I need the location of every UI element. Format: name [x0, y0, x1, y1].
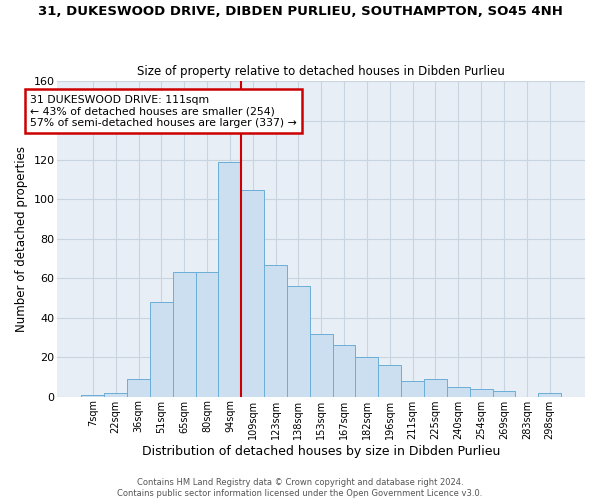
Bar: [218, 162, 241, 396]
Bar: [493, 390, 515, 396]
Bar: [287, 286, 310, 397]
Bar: [424, 379, 447, 396]
Bar: [196, 272, 218, 396]
Bar: [310, 334, 332, 396]
Bar: [355, 357, 379, 397]
Bar: [104, 392, 127, 396]
Bar: [241, 190, 264, 396]
Bar: [401, 381, 424, 396]
Text: Contains HM Land Registry data © Crown copyright and database right 2024.
Contai: Contains HM Land Registry data © Crown c…: [118, 478, 482, 498]
Bar: [264, 264, 287, 396]
Bar: [470, 389, 493, 396]
Bar: [332, 346, 355, 397]
X-axis label: Distribution of detached houses by size in Dibden Purlieu: Distribution of detached houses by size …: [142, 444, 500, 458]
Bar: [150, 302, 173, 396]
Bar: [173, 272, 196, 396]
Bar: [127, 379, 150, 396]
Text: 31, DUKESWOOD DRIVE, DIBDEN PURLIEU, SOUTHAMPTON, SO45 4NH: 31, DUKESWOOD DRIVE, DIBDEN PURLIEU, SOU…: [38, 5, 562, 18]
Y-axis label: Number of detached properties: Number of detached properties: [15, 146, 28, 332]
Bar: [379, 365, 401, 396]
Bar: [82, 394, 104, 396]
Bar: [447, 387, 470, 396]
Bar: [538, 392, 561, 396]
Text: 31 DUKESWOOD DRIVE: 111sqm
← 43% of detached houses are smaller (254)
57% of sem: 31 DUKESWOOD DRIVE: 111sqm ← 43% of deta…: [30, 95, 297, 128]
Title: Size of property relative to detached houses in Dibden Purlieu: Size of property relative to detached ho…: [137, 66, 505, 78]
